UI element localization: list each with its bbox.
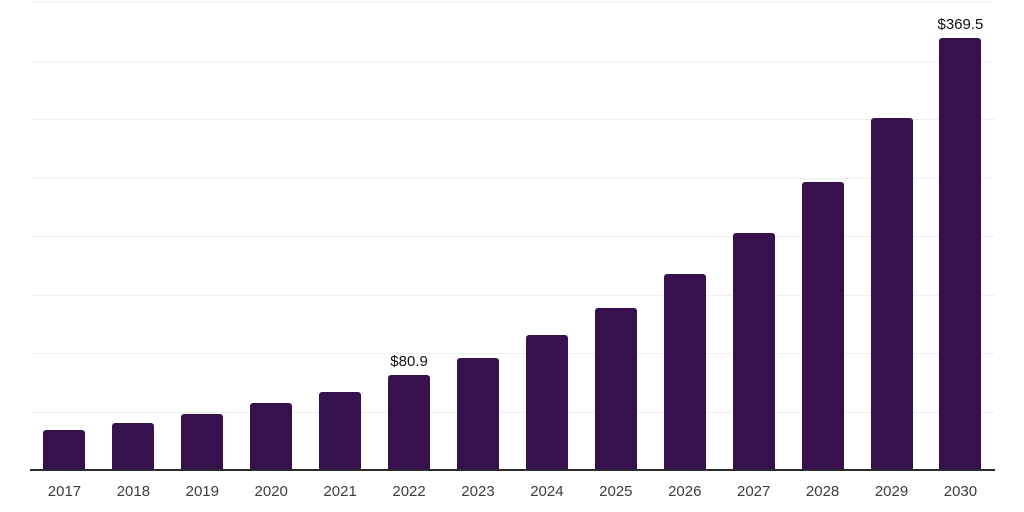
x-axis-label: 2022	[392, 483, 426, 500]
gridline	[30, 411, 995, 413]
x-axis-line	[30, 469, 995, 471]
gridline	[30, 294, 995, 296]
x-axis-label: 2029	[874, 483, 909, 500]
bar-band	[719, 2, 788, 470]
x-axis-label: 2026	[668, 483, 702, 500]
bar-band	[857, 2, 926, 470]
gridline	[30, 177, 995, 179]
x-axis-label: 2027	[736, 483, 771, 500]
bar-band	[306, 2, 375, 470]
bar	[732, 233, 775, 470]
gridline	[30, 353, 995, 354]
bar-band	[512, 2, 581, 470]
bar-band: $369.5	[926, 2, 995, 470]
bar	[456, 357, 499, 470]
x-axis-label: 2028	[805, 483, 840, 500]
bar-band	[650, 2, 719, 470]
bar-band	[168, 2, 237, 470]
bar	[250, 403, 293, 470]
x-axis-label: 2030	[943, 483, 978, 500]
bar-band	[444, 2, 513, 470]
bar	[43, 429, 86, 470]
bar	[663, 273, 706, 470]
bar-band	[99, 2, 168, 470]
bar-value-label: $80.9	[390, 353, 428, 371]
plot-area: $80.9 $369.5	[30, 2, 995, 470]
bar-band: $80.9	[375, 2, 444, 470]
bar	[112, 422, 155, 470]
x-axis-label: 2024	[530, 483, 564, 500]
x-axis-label: 2020	[254, 483, 288, 500]
bar	[181, 414, 224, 470]
bar-band	[788, 2, 857, 470]
bar	[525, 334, 568, 470]
gridline	[30, 2, 995, 3]
bar	[388, 375, 431, 470]
bar-band	[237, 2, 306, 470]
x-axis-label: 2017	[47, 483, 82, 500]
x-axis-label: 2019	[185, 483, 219, 500]
bars-container: $80.9 $369.5	[30, 2, 995, 470]
bar	[319, 391, 362, 470]
bar	[594, 308, 637, 470]
x-axis-label: 2018	[116, 483, 151, 500]
bar-band	[581, 2, 650, 470]
x-axis-label: 2021	[323, 483, 357, 500]
x-axis-tick-labels: 2017 2018 2019 2020 2021 2022 2023 2024 2025 2026…	[30, 471, 995, 512]
bar	[939, 37, 982, 470]
bar	[870, 117, 913, 470]
x-axis-label: 2025	[599, 483, 633, 500]
bar-value-label: $369.5	[937, 15, 984, 33]
bar	[801, 181, 844, 470]
bar-band	[30, 2, 99, 470]
gridline	[30, 60, 995, 62]
gridline	[30, 119, 995, 120]
gridline	[30, 236, 995, 237]
x-axis-label: 2023	[461, 483, 495, 500]
